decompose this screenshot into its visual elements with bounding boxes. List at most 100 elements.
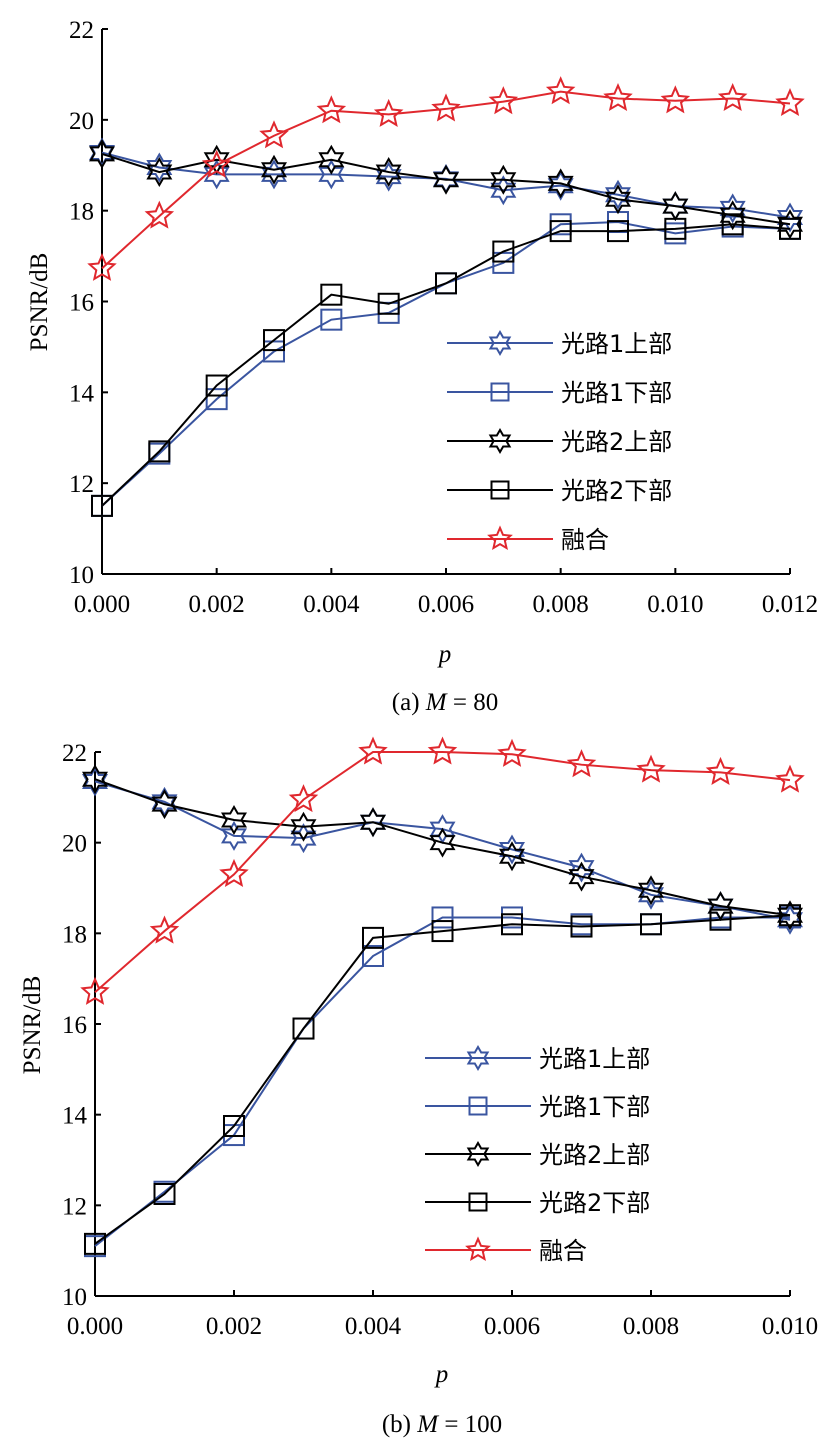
chart-a-y-tick-label: 16	[69, 290, 94, 317]
chart-a-data-point	[549, 220, 572, 243]
chart-a-data-point	[320, 283, 343, 306]
chart-b-x-tick-label: 0.000	[67, 1313, 123, 1340]
chart-b-legend-item: 融合	[425, 1236, 587, 1265]
chart-b-legend-label: 光路1上部	[539, 1045, 650, 1073]
chart-a-data-point	[144, 200, 175, 229]
chart-a-data-point	[146, 152, 173, 183]
chart-a-legend-label: 光路2上部	[561, 428, 672, 456]
chart-a-legend-label: 光路1下部	[561, 379, 672, 407]
chart-b-data-point	[501, 913, 523, 936]
chart-a-data-point	[318, 144, 345, 175]
chart-a-data-point	[203, 144, 230, 175]
chart-a-legend-item: 光路1下部	[447, 379, 672, 407]
chart-b-series-line	[94, 914, 791, 1245]
chart-b-series-line	[94, 916, 790, 1247]
chart-a-data-point	[205, 388, 228, 411]
chart-a-data-point	[316, 95, 347, 124]
chart-b-y-tick-label: 18	[62, 921, 87, 948]
chart-a-y-tick-label: 14	[69, 380, 95, 407]
chart-a-axes: 10 12 14 16 18 20 22 0.000 0.002 0.004 0.006 0.008 0…	[69, 17, 818, 618]
chart-a-x-axis-title: p	[437, 641, 452, 668]
chart-b: 10 12 14 16 18 20 22 0.000 0.002 0.004 0.006 0.008 0…	[19, 736, 818, 1438]
chart-a-series-line	[101, 90, 791, 270]
chart-a-legend-marker	[490, 382, 510, 402]
chart-b-x-tick-label: 0.010	[762, 1313, 818, 1340]
chart-b-legend-marker	[466, 1140, 490, 1168]
chart-a-data-point	[545, 76, 576, 105]
chart-a-data-point	[719, 200, 746, 231]
chart-b-data-point	[153, 1183, 176, 1205]
chart-a-data-point	[547, 168, 574, 199]
chart-a-data-point	[318, 159, 345, 190]
chart-b-data-point	[431, 920, 454, 943]
chart-b-legend-marker	[468, 1192, 488, 1212]
chart-b-legend-label: 融合	[539, 1237, 587, 1265]
chart-a-data-point	[717, 82, 748, 112]
chart-a-series-line	[101, 223, 791, 507]
chart-b-data-point	[360, 807, 386, 838]
chart-a-data-point	[490, 175, 517, 206]
chart-b-data-point	[636, 754, 666, 783]
chart-a-data-point	[605, 179, 631, 210]
chart-b-y-tick-label: 10	[62, 1284, 87, 1311]
chart-b-data-point	[219, 858, 249, 887]
chart-a-data-point	[205, 374, 228, 397]
chart-b-data-point	[290, 811, 317, 842]
chart-b-x-axis-title: p	[434, 1361, 449, 1388]
chart-a-data-point	[203, 159, 230, 190]
chart-a-data-point	[377, 292, 400, 315]
chart-a-data-point	[263, 329, 285, 352]
chart-b-y-axis-title: PSNR/dB	[19, 976, 46, 1075]
chart-b-data-point	[429, 827, 456, 858]
chart-b-x-tick-label: 0.008	[623, 1313, 679, 1340]
chart-b-x-tick-label: 0.002	[206, 1313, 262, 1340]
chart-b-data-point	[775, 764, 805, 793]
chart-a-x-tick-label: 0.012	[762, 591, 818, 618]
chart-b-y-tick-label: 22	[62, 740, 87, 767]
chart-a-data-point	[547, 170, 574, 201]
chart-a-y-tick-label: 20	[69, 108, 94, 135]
chart-b-y-tick-label: 16	[62, 1012, 87, 1039]
chart-a-legend-marker	[490, 480, 510, 500]
chart-a-y-tick-label: 22	[69, 17, 94, 44]
chart-a: 10 12 14 16 18 20 22 0.000 0.002 0.004 0.006 0.008 0…	[26, 17, 818, 716]
chart-b-caption: (b) M = 100	[382, 1411, 502, 1438]
chart-a-data-point	[146, 157, 173, 188]
chart-b-series-4	[84, 904, 801, 1255]
chart-b-legend-item: 光路2下部	[425, 1189, 650, 1217]
chart-a-data-point	[490, 164, 517, 195]
chart-b-data-point	[223, 1115, 245, 1137]
chart-b-series-line	[94, 778, 791, 917]
chart-a-data-point	[259, 120, 289, 149]
chart-a-data-point	[605, 184, 631, 215]
chart-a-data-point	[607, 220, 629, 243]
chart-a-x-tick-label: 0.010	[647, 591, 703, 618]
chart-a-legend-label: 光路1上部	[561, 330, 672, 358]
chart-b-data-point	[640, 913, 662, 936]
chart-b-data-point	[568, 861, 595, 892]
chart-a-series-line	[101, 152, 791, 226]
chart-b-caption-suffix: = 100	[438, 1411, 502, 1438]
chart-a-y-tick-label: 12	[69, 471, 94, 498]
chart-a-y-tick-label: 10	[69, 562, 94, 589]
chart-b-y-tick-label: 20	[62, 831, 87, 858]
chart-a-legend-label: 融合	[561, 526, 609, 554]
chart-a-series	[87, 76, 805, 517]
chart-a-data-point	[660, 85, 691, 114]
chart-b-data-point	[80, 976, 110, 1005]
chart-b-data-point	[82, 764, 108, 795]
chart-a-data-point	[777, 209, 803, 240]
chart-a-data-point	[664, 217, 687, 240]
chart-b-caption-var: M	[416, 1411, 439, 1438]
chart-a-data-point	[431, 93, 461, 122]
chart-a-data-point	[492, 251, 515, 274]
chart-a-data-point	[91, 494, 113, 517]
chart-a-data-point	[261, 154, 287, 185]
chart-a-data-point	[775, 87, 805, 117]
chart-a-data-point	[488, 86, 519, 115]
chart-a-x-tick-label: 0.006	[418, 591, 474, 618]
chart-a-series-line	[101, 221, 791, 507]
chart-b-data-point	[221, 804, 247, 836]
